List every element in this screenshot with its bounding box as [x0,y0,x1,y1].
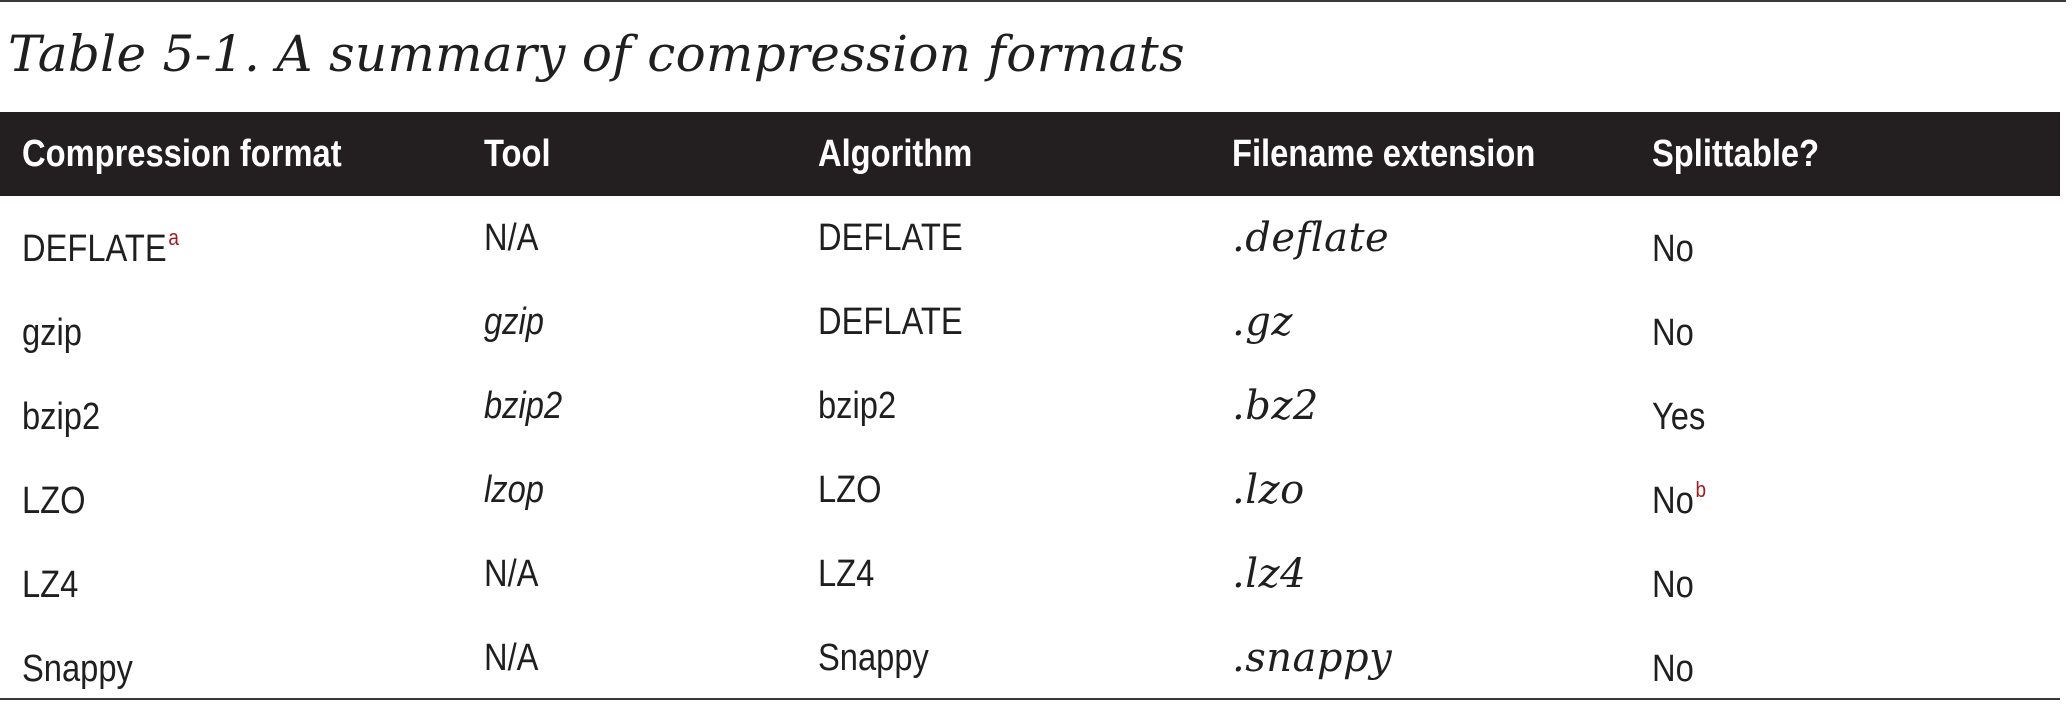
table-row: bzip2 bzip2 bzip2 .bz2 Yes [0,364,2060,448]
cell-tool: N/A [484,637,539,679]
cell-splittable: No [1652,228,1694,270]
cell-splittable: Yes [1652,396,1706,438]
cell-format: LZO [22,480,86,522]
header-splittable: Splittable? [1652,133,1820,175]
cell-format: LZ4 [22,564,79,606]
cell-extension: .lzo [1232,467,1305,513]
cell-extension: .lz4 [1232,551,1307,597]
header-filename-extension: Filename extension [1232,133,1536,175]
table-row: LZO lzop LZO .lzo Nob [0,448,2060,532]
footnote-marker[interactable]: a [168,225,179,250]
cell-tool: gzip [484,301,544,343]
cell-algorithm: DEFLATE [818,301,963,343]
cell-algorithm: DEFLATE [818,217,963,259]
footnote-marker[interactable]: b [1695,477,1707,502]
cell-format: Snappy [22,648,133,690]
cell-tool: bzip2 [484,385,563,427]
table-row: LZ4 N/A LZ4 .lz4 No [0,532,2060,616]
bottom-rule [0,698,2060,700]
cell-format: gzip [22,312,82,354]
cell-tool: lzop [484,469,544,511]
cell-splittable: No [1652,564,1694,606]
cell-format: bzip2 [22,396,101,438]
header-tool: Tool [484,133,551,175]
compression-formats-table: Compression format Tool Algorithm Filena… [0,112,2060,700]
cell-extension: .bz2 [1232,383,1319,429]
cell-algorithm: bzip2 [818,385,897,427]
cell-extension: .gz [1232,299,1293,345]
table-row: gzip gzip DEFLATE .gz No [0,280,2060,364]
cell-splittable: No [1652,648,1694,690]
cell-algorithm: LZ4 [818,553,875,595]
cell-format: DEFLATEa [22,225,179,270]
table-row: Snappy N/A Snappy .snappy No [0,616,2060,700]
cell-tool: N/A [484,217,539,259]
table-header-row: Compression format Tool Algorithm Filena… [0,112,2060,196]
header-algorithm: Algorithm [818,133,973,175]
cell-extension: .deflate [1232,215,1390,261]
cell-extension: .snappy [1232,635,1393,681]
cell-tool: N/A [484,553,539,595]
header-compression-format: Compression format [22,133,342,175]
table-row: DEFLATEa N/A DEFLATE .deflate No [0,196,2060,280]
cell-algorithm: LZO [818,469,882,511]
cell-splittable: Nob [1652,477,1707,522]
cell-algorithm: Snappy [818,637,929,679]
cell-splittable: No [1652,312,1694,354]
table-caption: Table 5-1. A summary of compression form… [8,25,1186,83]
top-rule [0,0,2066,2]
